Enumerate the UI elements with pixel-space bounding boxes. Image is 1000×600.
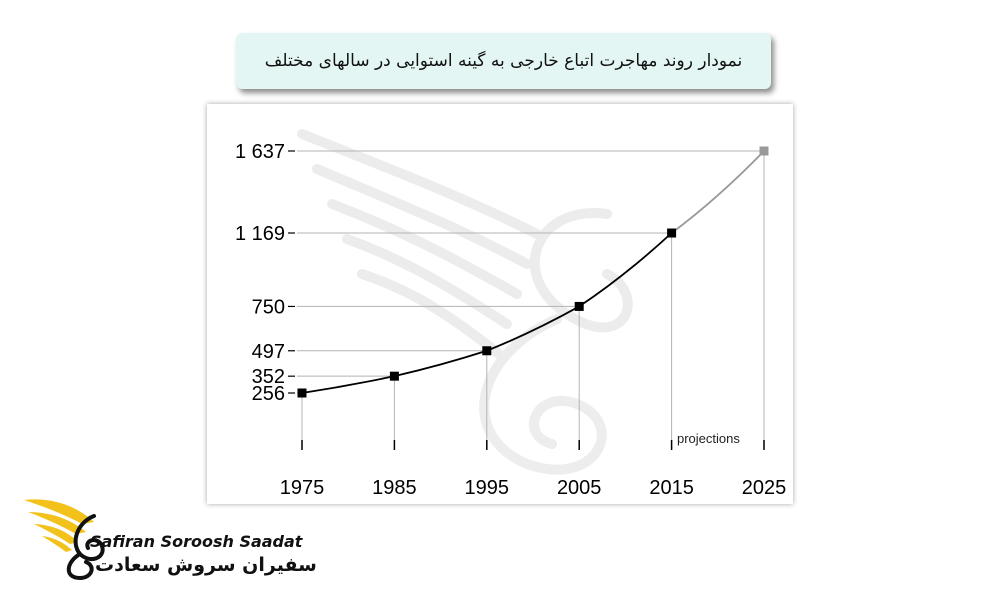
y-tick-label: 497 bbox=[252, 341, 285, 363]
series-line-segment bbox=[301, 375, 395, 394]
projected-data-point bbox=[759, 146, 769, 156]
projections-annotation: projections bbox=[677, 431, 740, 446]
brand-name-persian: سفیران سروش سعادت bbox=[95, 554, 317, 576]
brand-logo-icon bbox=[24, 499, 105, 581]
x-tick-label: 1985 bbox=[372, 477, 417, 499]
y-tick-label: 256 bbox=[252, 383, 285, 405]
series-line-segment bbox=[486, 305, 580, 352]
projection-line-segment bbox=[671, 150, 765, 234]
chart-panel: 256 352 497 750 1 169 1 637 1975 1985 1995 2005 2… bbox=[207, 104, 793, 504]
y-tick-label: 1 169 bbox=[235, 223, 285, 245]
series-line-segment bbox=[578, 232, 673, 308]
data-point bbox=[574, 301, 584, 311]
x-tick-label: 2025 bbox=[742, 477, 787, 499]
data-point bbox=[667, 228, 677, 238]
chart-title: نمودار روند مهاجرت اتباع خارجی به گینه ا… bbox=[264, 51, 743, 71]
y-tick-label: 750 bbox=[252, 296, 285, 318]
brand-name-english: Safiran Soroosh Saadat bbox=[90, 532, 303, 551]
data-point bbox=[389, 371, 399, 381]
x-tick-label: 2015 bbox=[649, 477, 694, 499]
chart-title-box: نمودار روند مهاجرت اتباع خارجی به گینه ا… bbox=[236, 33, 771, 89]
series-line-segment bbox=[394, 349, 488, 378]
y-tick-label: 352 bbox=[252, 366, 285, 388]
data-point bbox=[297, 388, 307, 398]
data-point bbox=[482, 346, 492, 356]
x-tick-label: 2005 bbox=[557, 477, 602, 499]
x-tick-label: 1975 bbox=[280, 477, 325, 499]
x-tick-label: 1995 bbox=[465, 477, 510, 499]
y-tick-label: 1 637 bbox=[235, 141, 285, 163]
